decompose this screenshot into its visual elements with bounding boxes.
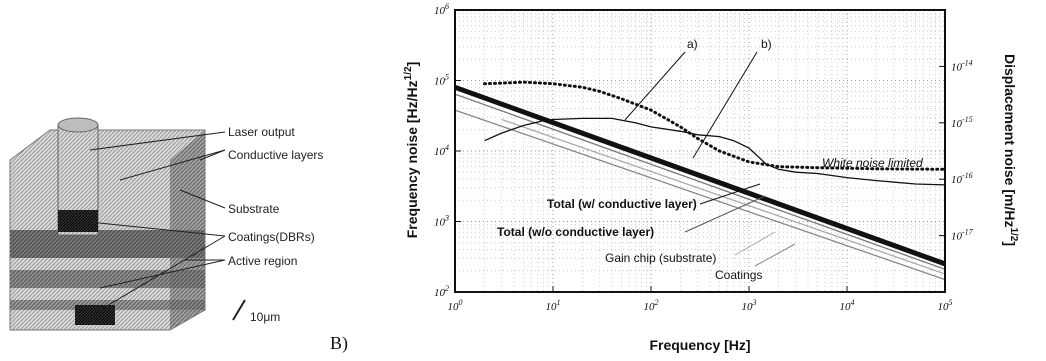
label-total-wo-leader [684, 195, 766, 233]
annotation-a: a) [687, 37, 698, 51]
series-line-3 [454, 109, 946, 281]
series-line-1 [454, 93, 946, 270]
y-tick-label: 106 [434, 2, 449, 17]
x-tick-label: 102 [644, 298, 659, 313]
label-substrate: Substrate [228, 202, 280, 216]
label-total-w: Total (w/ conductive layer) [547, 197, 697, 211]
x-tick-label: 100 [448, 298, 463, 313]
y-tick-label: 104 [434, 143, 449, 158]
label-total-wo: Total (w/o conductive layer) [497, 225, 654, 239]
annotation-b: b) [761, 37, 772, 51]
y-tick-label: 102 [434, 284, 449, 299]
label-gain-chip-leader [734, 231, 776, 256]
y2-tick-label: 10-16 [951, 171, 973, 186]
ticks: 100 101 102 103 104 105 102 103 104 105 106 10-17 10… [434, 2, 974, 313]
scale-bar-label: 10μm [250, 310, 280, 324]
label-laser-output: Laser output [228, 125, 295, 139]
label-coatings-series: Coatings [715, 268, 762, 282]
y2-tick-label: 10-15 [951, 115, 973, 130]
series-line-5 [483, 80, 947, 171]
annotation-b-leader [692, 51, 758, 159]
annotation-a-leader [624, 51, 686, 121]
device-schematic: Laser output Conductive layers Substrate… [9, 117, 323, 331]
x-tick-label: 105 [938, 298, 953, 313]
x-axis-title: Frequency [Hz] [649, 337, 750, 353]
grid [455, 10, 945, 292]
y-tick-label: 105 [434, 73, 449, 88]
panel-label: B) [330, 333, 348, 353]
x-tick-label: 104 [840, 298, 855, 313]
y2-tick-label: 10-17 [951, 228, 974, 243]
y-axis-title: Frequency noise [Hz/Hz1/2] [403, 62, 420, 239]
series-line-4 [484, 117, 946, 186]
label-active-region: Active region [228, 254, 297, 268]
active-region-layer [10, 230, 205, 258]
y2-tick-label: 10-14 [951, 58, 973, 73]
series-layer [454, 80, 947, 281]
label-conductive-layers: Conductive layers [228, 148, 323, 162]
label-coatings: Coatings(DBRs) [228, 230, 315, 244]
y-tick-label: 103 [434, 214, 449, 229]
top-dbr [58, 210, 98, 232]
label-gain-chip: Gain chip (substrate) [605, 251, 716, 265]
label-coatings-leader [754, 243, 796, 267]
x-tick-label: 103 [742, 298, 757, 313]
y2-axis-title: Displacement noise [m/Hz1/2] [1002, 54, 1019, 246]
x-tick-label: 101 [546, 298, 561, 313]
series-line-0 [454, 84, 946, 267]
annotation-white-noise: White noise limited [822, 156, 923, 170]
series-line-2 [501, 118, 946, 275]
label-total-w-leader [699, 183, 761, 205]
noise-chart: 100 101 102 103 104 105 102 103 104 105 106 10-17 10… [403, 2, 1019, 353]
bottom-dbr [75, 305, 115, 325]
